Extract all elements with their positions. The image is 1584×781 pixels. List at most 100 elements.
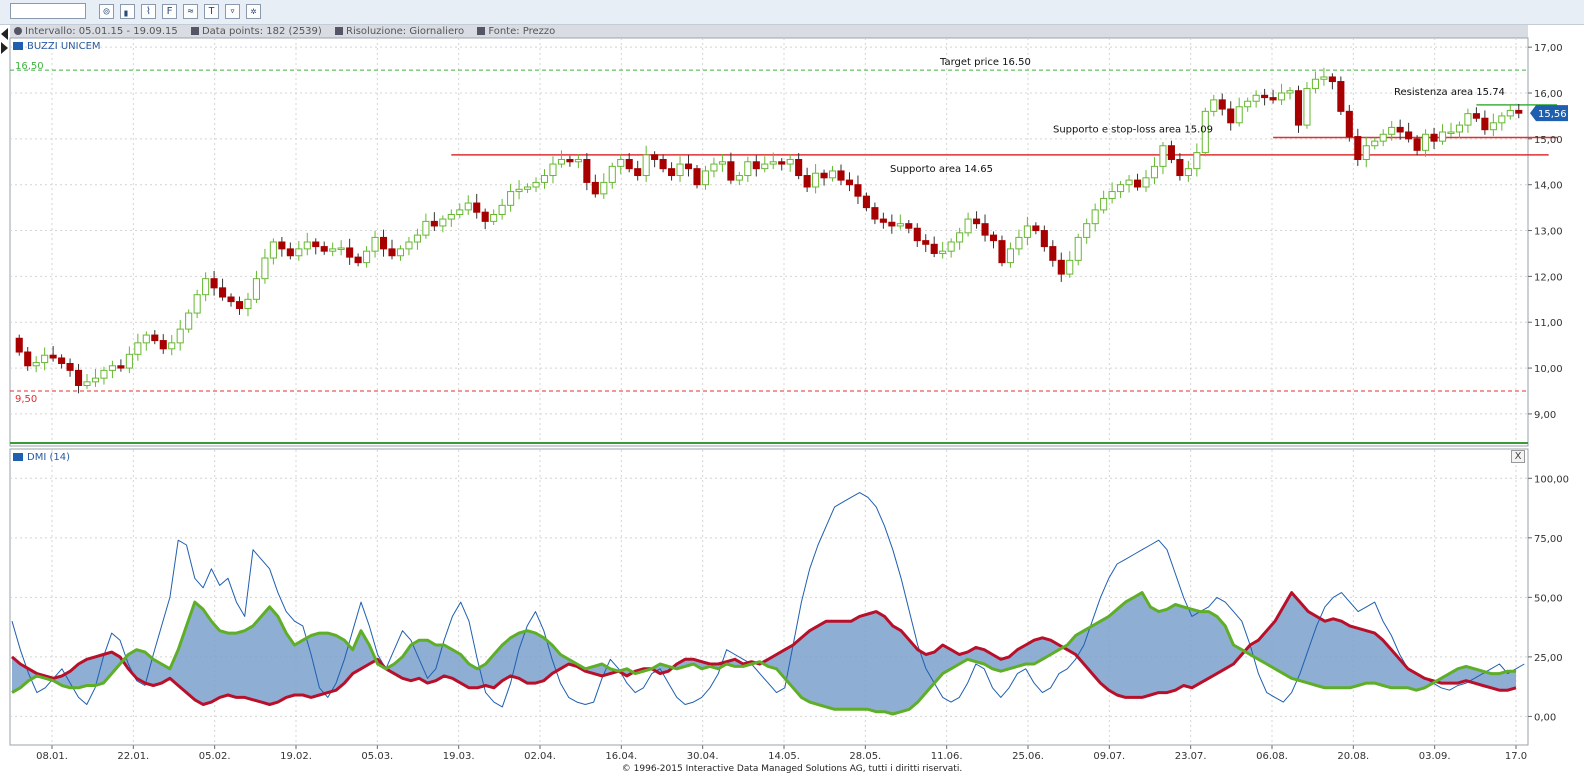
- candle: [498, 198, 506, 220]
- candle-body: [1210, 99, 1218, 112]
- candle-body: [1438, 131, 1447, 142]
- candle-body: [828, 170, 837, 179]
- candle: [820, 169, 828, 186]
- candle: [1371, 137, 1379, 150]
- candle: [269, 238, 277, 265]
- candle-body: [752, 161, 760, 170]
- close-panel-button[interactable]: X: [1511, 450, 1525, 463]
- price-plot: 16,50 9,50 Target price 16.50 Resistenza ar…: [10, 57, 1558, 405]
- candle-body: [100, 369, 108, 379]
- candle: [464, 195, 472, 215]
- candle: [1422, 129, 1430, 157]
- candle-body: [1117, 184, 1125, 193]
- dmi-spread-area: [12, 592, 1516, 714]
- candle: [1066, 251, 1074, 278]
- candle-body: [1337, 81, 1345, 112]
- price-y-tick-label: 10,00: [1534, 364, 1563, 375]
- candle: [981, 214, 989, 242]
- candle-body: [591, 181, 599, 195]
- candle-body: [1294, 90, 1303, 126]
- dmi-minus-line: [11, 591, 1517, 706]
- studies-icon[interactable]: ≈: [183, 4, 198, 19]
- x-tick-label: 22.01.: [117, 751, 149, 762]
- candle: [507, 183, 515, 212]
- candle-body: [668, 168, 676, 177]
- candle-body: [939, 250, 947, 254]
- candle: [447, 209, 455, 227]
- candle-body: [1074, 236, 1082, 261]
- drawing-tool-icon[interactable]: ▿: [225, 4, 240, 19]
- symbol-input[interactable]: [10, 3, 86, 19]
- candle: [684, 154, 693, 177]
- candle: [244, 292, 252, 317]
- candle: [134, 333, 142, 361]
- candle-body: [371, 236, 379, 252]
- candle: [388, 239, 396, 260]
- price-grid: [9, 37, 1529, 447]
- candle-body: [219, 287, 227, 298]
- candle-body: [566, 158, 574, 163]
- candle: [261, 248, 269, 284]
- candle: [930, 236, 938, 258]
- candle: [1244, 97, 1252, 112]
- candle-body: [41, 354, 49, 364]
- candle-body: [761, 163, 769, 170]
- candle: [413, 228, 421, 250]
- x-tick-label: 05.02.: [199, 751, 231, 762]
- series-swatch-icon: [13, 42, 23, 50]
- candle-body: [74, 369, 83, 386]
- candle: [303, 232, 311, 256]
- candle: [1091, 203, 1099, 232]
- text-tool-icon[interactable]: T: [204, 4, 219, 19]
- candle-body: [583, 158, 591, 183]
- candlestick-icon[interactable]: ▖: [120, 4, 135, 19]
- x-tick-label: 11.06.: [931, 751, 963, 762]
- candle: [989, 231, 998, 249]
- candle-body: [1167, 145, 1175, 160]
- candle: [574, 154, 582, 169]
- candle-body: [930, 243, 938, 254]
- x-tick-label: 03.09.: [1419, 751, 1451, 762]
- candle: [1396, 119, 1404, 140]
- candle-body: [557, 158, 565, 165]
- candle-body: [1278, 92, 1286, 101]
- candle-body: [66, 362, 74, 371]
- candle-body: [235, 301, 244, 309]
- dmi-y-tick-label: 100,00: [1534, 474, 1569, 485]
- candle-body: [744, 161, 752, 177]
- candle: [608, 162, 616, 189]
- x-tick-label: 25.06.: [1012, 751, 1044, 762]
- candle: [329, 242, 337, 257]
- candle: [1023, 216, 1031, 246]
- candle: [430, 212, 438, 231]
- candle-body: [1091, 209, 1099, 225]
- dmi-y-tick-label: 50,00: [1534, 593, 1563, 604]
- candle-body: [193, 294, 201, 314]
- settings-icon[interactable]: ✲: [246, 4, 261, 19]
- candle-body: [795, 158, 803, 177]
- collapse-left-icon[interactable]: [1, 28, 8, 40]
- candle-body: [1328, 76, 1336, 83]
- candle: [337, 240, 345, 256]
- candle-body: [430, 220, 438, 227]
- candle: [676, 156, 684, 182]
- candle-body: [1464, 113, 1472, 126]
- candle: [1286, 87, 1294, 100]
- candle-body: [490, 213, 498, 222]
- chart-canvas[interactable]: 16,50 9,50 Target price 16.50 Resistenza ar…: [0, 0, 1584, 764]
- candle-body: [159, 340, 167, 350]
- dmi-y-tick-label: 75,00: [1534, 534, 1563, 545]
- candle-body: [498, 204, 506, 215]
- expand-right-icon[interactable]: [1, 42, 8, 54]
- candle: [252, 270, 260, 303]
- candle: [583, 153, 591, 191]
- candle: [769, 152, 777, 170]
- candle: [1472, 107, 1480, 122]
- candle-body: [905, 223, 913, 229]
- indicator-icon[interactable]: F: [162, 4, 177, 19]
- zoom-icon[interactable]: ◎: [99, 4, 114, 19]
- candle: [1015, 229, 1023, 256]
- candle: [744, 156, 752, 182]
- candle-body: [735, 175, 743, 181]
- line-chart-icon[interactable]: ⌇: [141, 4, 156, 19]
